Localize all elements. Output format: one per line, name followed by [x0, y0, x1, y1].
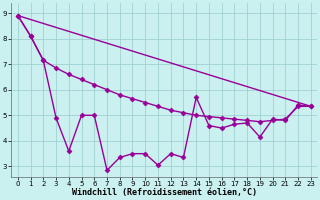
X-axis label: Windchill (Refroidissement éolien,°C): Windchill (Refroidissement éolien,°C) — [72, 188, 257, 197]
